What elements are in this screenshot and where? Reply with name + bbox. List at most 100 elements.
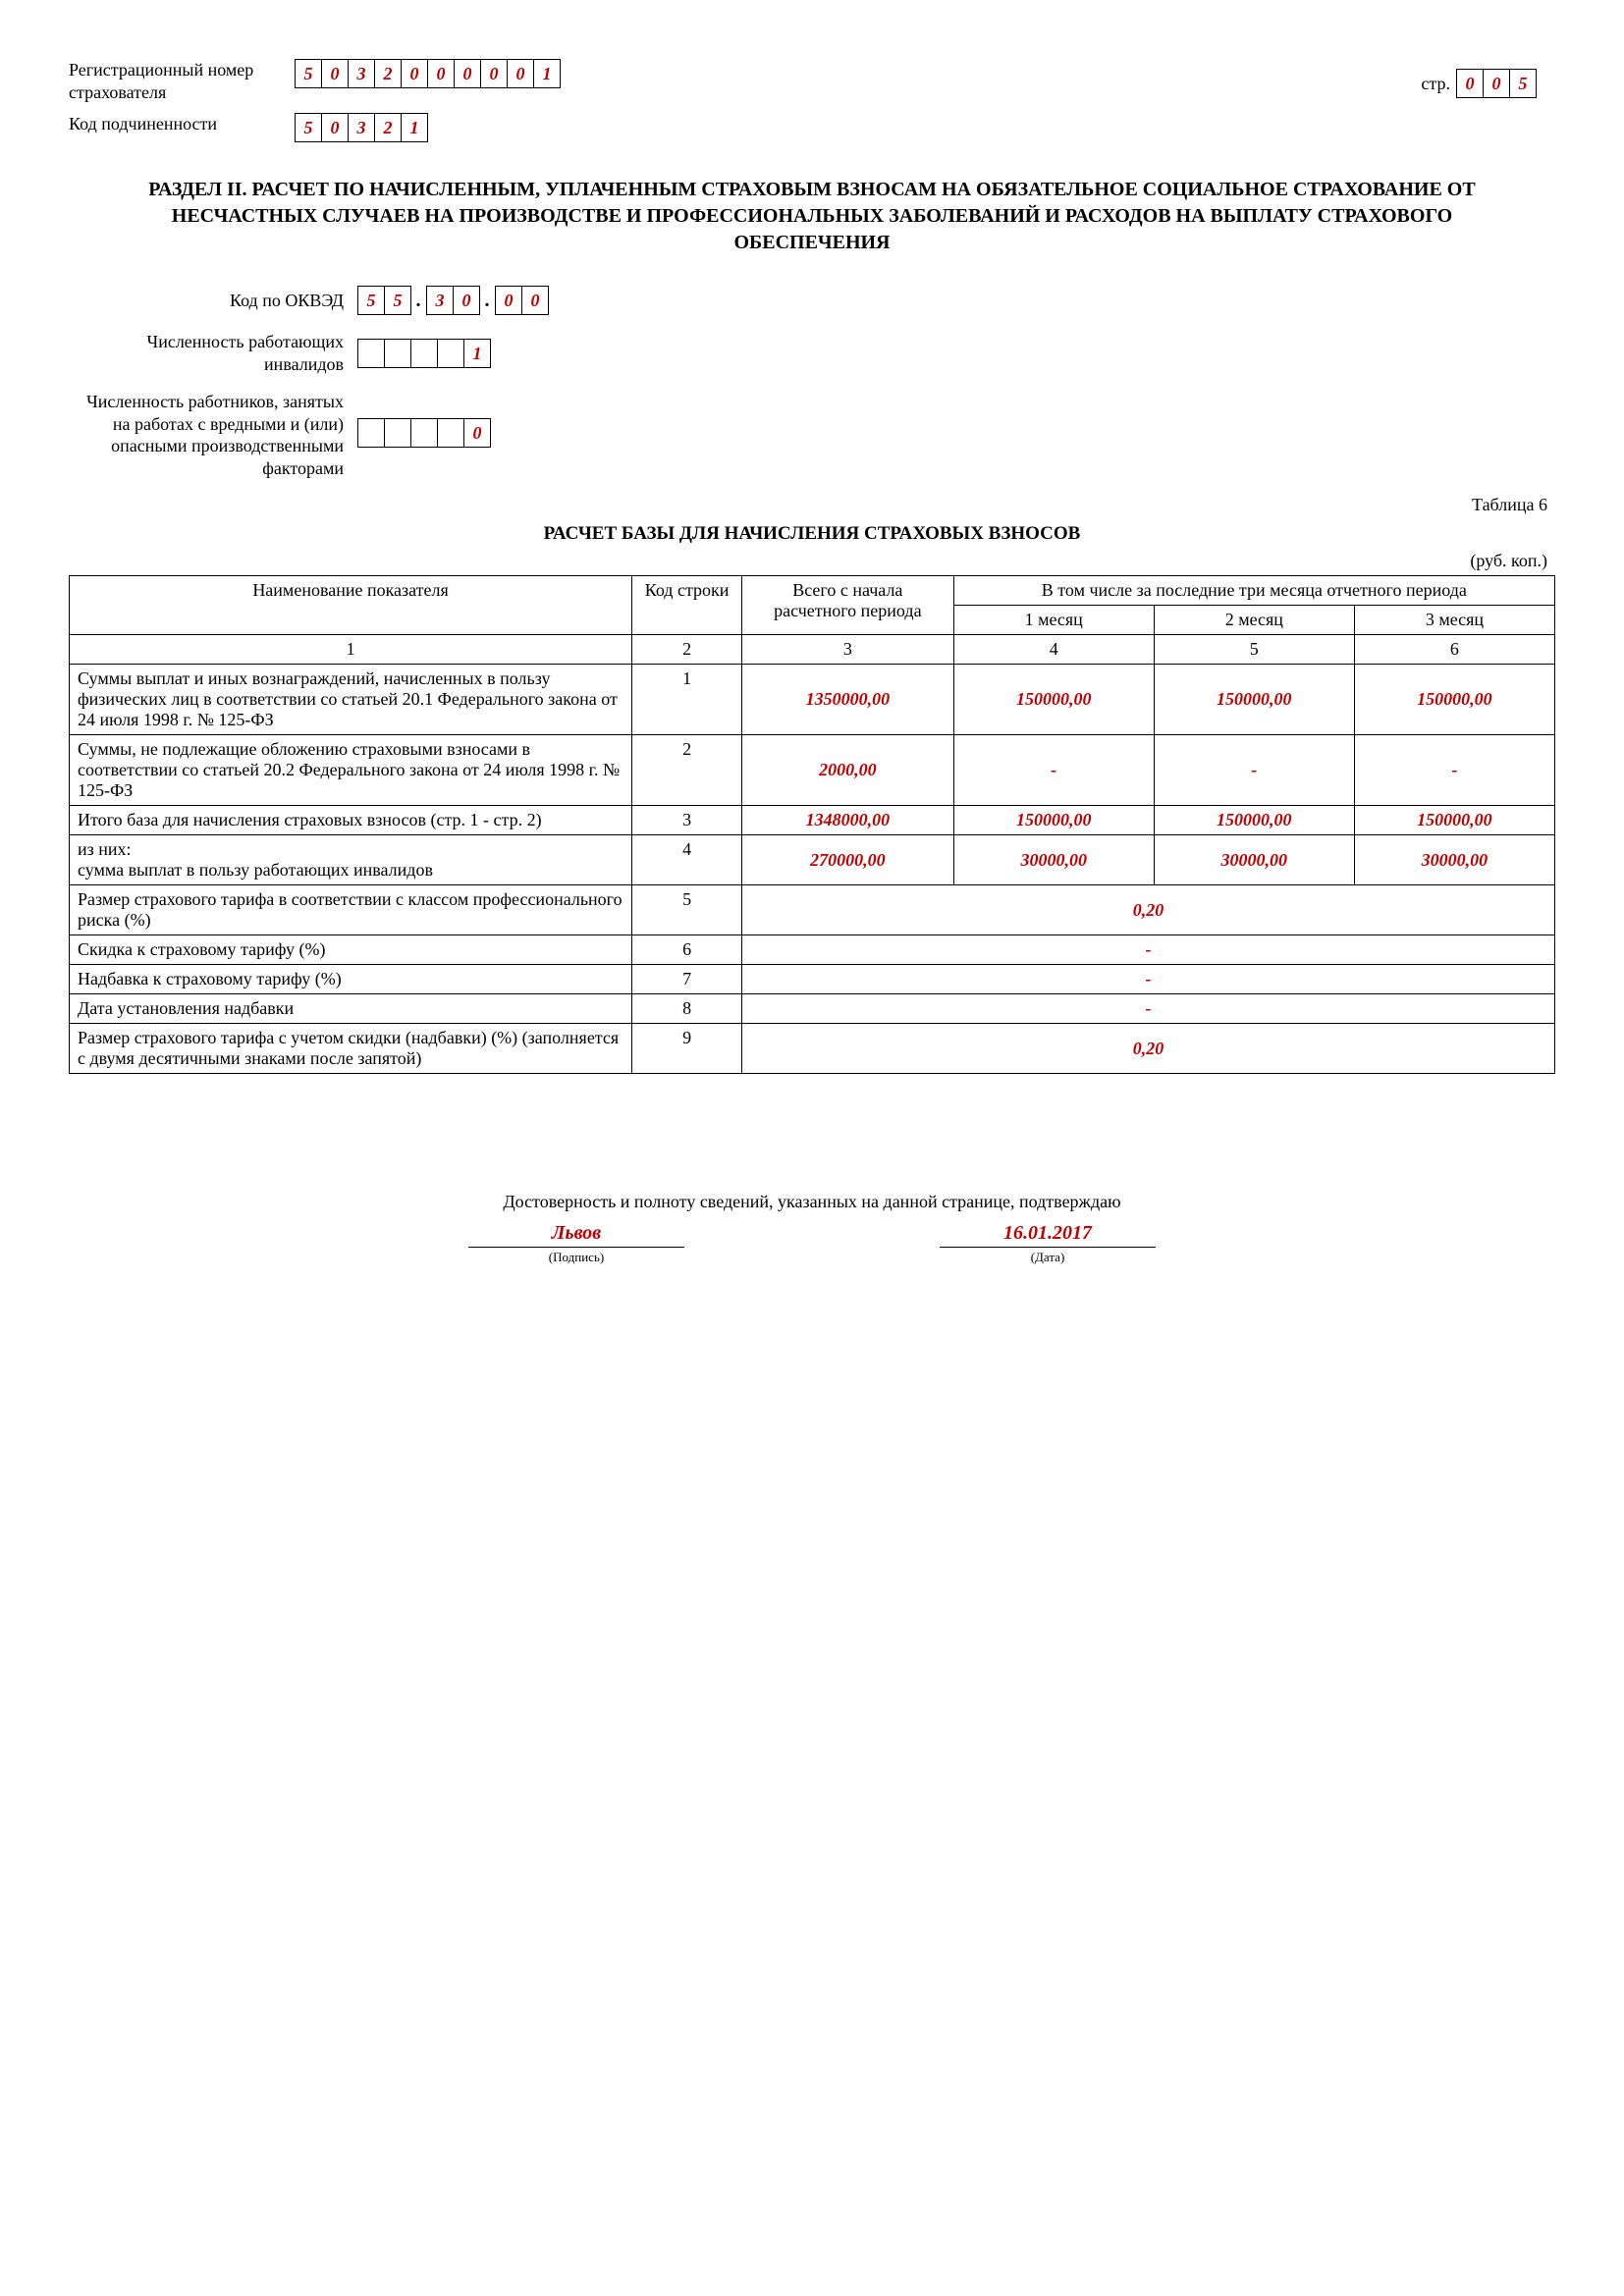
digit-cell: 5 [384,286,411,315]
digit-cell: 3 [348,113,375,142]
digit-cell [357,339,385,368]
section-title: РАЗДЕЛ II. РАСЧЕТ ПО НАЧИСЛЕННЫМ, УПЛАЧЕ… [147,177,1477,256]
row-code: 3 [632,806,742,835]
row-code: 6 [632,935,742,965]
row-code: 4 [632,835,742,885]
okved-g1: 55 [357,286,410,315]
row-val-merged: 0,20 [742,1024,1555,1074]
row-val-m2: 150000,00 [1154,806,1354,835]
colnum: 4 [953,635,1154,665]
digit-cell: 3 [348,59,375,88]
digit-cell: 0 [321,59,349,88]
row-val-merged: - [742,965,1555,994]
digit-cell [357,418,385,448]
row-val-merged: 0,20 [742,885,1555,935]
row-val-m2: - [1154,735,1354,806]
digit-cell [410,339,438,368]
digit-cell: 0 [1456,69,1484,98]
table-body-full: Суммы выплат и иных вознаграждений, начи… [70,665,1555,885]
page-label: стр. [1421,74,1450,94]
footer-confirm: Достоверность и полноту сведений, указан… [69,1192,1555,1212]
digit-cell: 1 [401,113,428,142]
table-row: Суммы выплат и иных вознаграждений, начи… [70,665,1555,735]
okved-g2: 30 [426,286,479,315]
digit-cell [384,418,411,448]
row-name: Размер страхового тарифа с учетом скидки… [70,1024,632,1074]
row-val-m2: 150000,00 [1154,665,1354,735]
date-value: 16.01.2017 [940,1222,1156,1248]
head-code: Код строки [632,576,742,635]
sub-code-label: Код подчиненности [69,113,295,135]
row-val-m1: 30000,00 [953,835,1154,885]
table-row: Скидка к страховому тарифу (%)6- [70,935,1555,965]
row-name: Итого база для начисления страховых взно… [70,806,632,835]
row-code: 9 [632,1024,742,1074]
digit-cell: 5 [295,113,322,142]
row-val-m1: - [953,735,1154,806]
colnum: 3 [742,635,954,665]
row-name: Суммы, не подлежащие обложению страховым… [70,735,632,806]
dot-icon: . [410,290,426,312]
row-val-total: 1348000,00 [742,806,954,835]
okved-label: Код по ОКВЭД [69,290,357,312]
row-name: Дата установления надбавки [70,994,632,1024]
date-box: 16.01.2017 (Дата) [940,1222,1156,1265]
colnum: 5 [1154,635,1354,665]
digit-cell: 5 [1509,69,1537,98]
disabled-row: Численность работающих инвалидов 1 [69,331,1555,375]
digit-cell: 5 [295,59,322,88]
signature-value: Львов [468,1222,684,1248]
row-name: Размер страхового тарифа в соответствии … [70,885,632,935]
row-val-merged: - [742,994,1555,1024]
reg-number-row: Регистрационный номер страхователя 50320… [69,59,1555,103]
head-m2: 2 месяц [1154,606,1354,635]
row-code: 8 [632,994,742,1024]
row-name: Суммы выплат и иных вознаграждений, начи… [70,665,632,735]
head-last3: В том числе за последние три месяца отче… [953,576,1554,606]
table-row: из них:сумма выплат в пользу работающих … [70,835,1555,885]
table-head: Наименование показателя Код строки Всего… [70,576,1555,665]
hazard-label: Численность работников, занятых на работ… [69,391,357,479]
digit-cell: 0 [454,59,481,88]
digit-cell: 3 [426,286,454,315]
main-table: Наименование показателя Код строки Всего… [69,575,1555,1074]
table-caption: Таблица 6 [69,495,1555,515]
row-code: 2 [632,735,742,806]
row-name: Скидка к страховому тарифу (%) [70,935,632,965]
sub-code-row: Код подчиненности 50321 [69,113,1555,142]
row-val-m2: 30000,00 [1154,835,1354,885]
table-row: Дата установления надбавки8- [70,994,1555,1024]
table-row: Размер страхового тарифа с учетом скидки… [70,1024,1555,1074]
digit-cell: 2 [374,113,402,142]
row-name: Надбавка к страховому тарифу (%) [70,965,632,994]
signature-box: Львов (Подпись) [468,1222,684,1265]
head-name: Наименование показателя [70,576,632,635]
table-units: (руб. коп.) [69,551,1547,571]
signature-caption: (Подпись) [468,1250,684,1265]
table-body-merged: Размер страхового тарифа в соответствии … [70,885,1555,1074]
reg-number-cells: 5032000001 [295,59,560,88]
row-val-m3: 30000,00 [1354,835,1554,885]
row-val-m3: - [1354,735,1554,806]
table-row: Надбавка к страховому тарифу (%)7- [70,965,1555,994]
row-name: из них:сумма выплат в пользу работающих … [70,835,632,885]
row-val-m3: 150000,00 [1354,806,1554,835]
row-val-total: 270000,00 [742,835,954,885]
digit-cell: 0 [495,286,522,315]
row-code: 1 [632,665,742,735]
digit-cell [437,339,464,368]
hazard-cells: 0 [357,418,490,448]
row-val-m1: 150000,00 [953,665,1154,735]
digit-cell: 2 [374,59,402,88]
row-val-m3: 150000,00 [1354,665,1554,735]
signature-row: Львов (Подпись) 16.01.2017 (Дата) [69,1222,1555,1265]
disabled-cells: 1 [357,339,490,368]
table-title: РАСЧЕТ БАЗЫ ДЛЯ НАЧИСЛЕНИЯ СТРАХОВЫХ ВЗН… [69,523,1555,545]
reg-number-label: Регистрационный номер страхователя [69,59,295,103]
page-number-cells: 005 [1456,69,1536,98]
digit-cell: 5 [357,286,385,315]
row-code: 5 [632,885,742,935]
digit-cell: 0 [1483,69,1510,98]
head-total: Всего с начала расчетного периода [742,576,954,635]
digit-cell: 1 [533,59,561,88]
